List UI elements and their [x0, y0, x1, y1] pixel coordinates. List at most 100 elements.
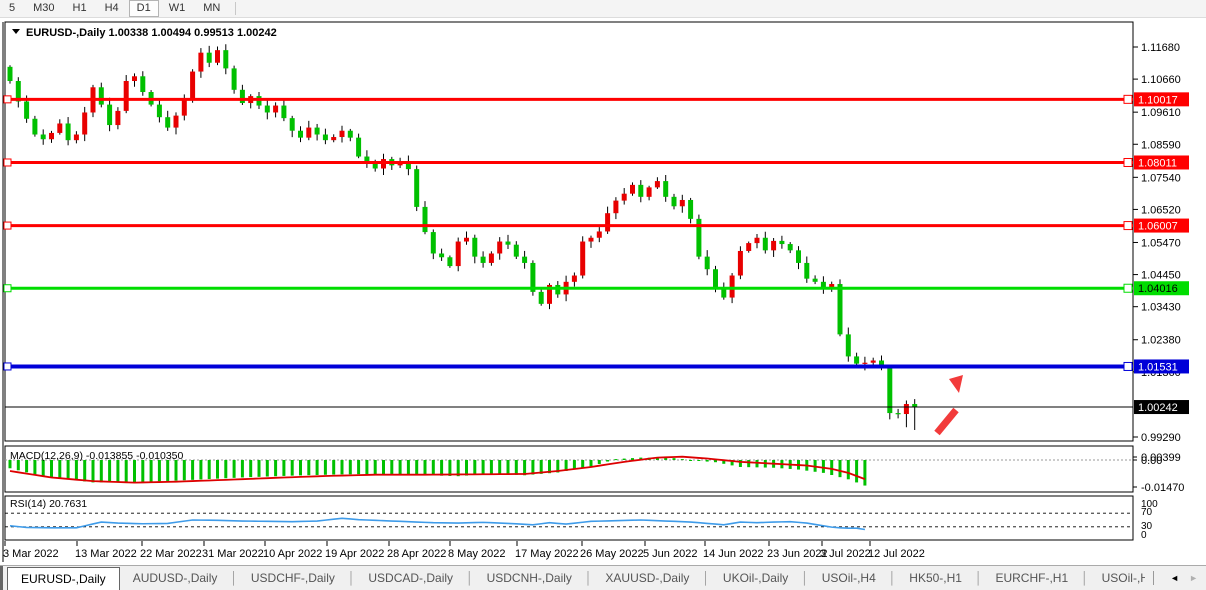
hline-axis-marker — [1123, 361, 1133, 371]
macd-bar — [41, 460, 45, 476]
candle-body — [547, 284, 552, 304]
macd-bar — [398, 460, 402, 475]
price-tick-label: 1.05470 — [1141, 237, 1181, 249]
macd-bar — [714, 460, 717, 463]
rsi-label: RSI(14) 20.7631 — [10, 498, 87, 510]
price-tick-label: 1.10660 — [1141, 74, 1181, 86]
candle-body — [347, 130, 353, 138]
candle-body — [870, 360, 876, 363]
candle-body — [746, 243, 752, 251]
candle-body — [165, 117, 171, 128]
tab-usdcad-daily[interactable]: USDCAD-,Daily — [368, 571, 454, 585]
tab-hk50-h1[interactable]: HK50-,H1 — [909, 571, 962, 585]
candle-body — [488, 253, 494, 263]
candle-body — [779, 240, 785, 245]
tab-ukoil-daily[interactable]: UKOil-,Daily — [722, 571, 789, 585]
tab-separator: │ — [974, 571, 983, 585]
price-tick-label: 1.06520 — [1141, 204, 1181, 216]
tab-audusd-daily[interactable]: AUDUSD-,Daily — [132, 571, 218, 585]
candle-body — [787, 244, 793, 251]
macd-bar — [265, 460, 269, 477]
candle-body — [439, 253, 445, 258]
macd-bar — [116, 460, 120, 483]
tf-button-h4[interactable]: H4 — [104, 2, 119, 14]
horizontal-line-1.04016[interactable]: 1.04016 — [3, 281, 1189, 296]
macd-axis-label: 0.00399 — [1141, 452, 1181, 464]
horizontal-line-1.08011[interactable]: 1.08011 — [3, 155, 1189, 170]
candle-body — [912, 404, 918, 408]
tab-separator: │ — [1081, 571, 1089, 585]
tf-button-5[interactable]: 5 — [9, 2, 16, 14]
candle-body — [190, 71, 196, 100]
hline-left-marker — [3, 158, 12, 167]
horizontal-line-1.10017[interactable]: 1.10017 — [3, 92, 1189, 107]
hline-price-label-bg — [1134, 218, 1189, 233]
tf-button-mn[interactable]: MN — [203, 2, 221, 14]
tf-button-m30[interactable]: M30 — [33, 2, 55, 14]
macd-bar — [415, 460, 419, 475]
macd-bar — [74, 460, 78, 481]
candle-body — [530, 262, 536, 292]
hline-price-label: 1.08011 — [1138, 157, 1177, 169]
date-label: 31 Mar 2022 — [202, 548, 264, 560]
macd-bar — [216, 460, 219, 479]
chart-tab-bar: EURUSD-,Daily AUDUSD-,Daily │ USDCHF-,Daily… — [0, 565, 1206, 590]
candle-body — [73, 134, 79, 141]
candle-body — [430, 232, 436, 254]
hline-price-label-bg — [1134, 281, 1189, 296]
tab-usoil-h4[interactable]: USOil-,H4 — [821, 571, 876, 585]
candle-body — [115, 110, 121, 126]
macd-bar — [390, 460, 394, 474]
macd-bar — [672, 458, 676, 460]
candle-body — [862, 362, 868, 364]
candle-body — [754, 237, 760, 244]
tab-separator: │ — [347, 571, 356, 585]
date-label: 17 May 2022 — [515, 548, 579, 560]
horizontal-line-1.01531[interactable]: 1.01531 — [3, 359, 1189, 374]
macd-bar — [581, 460, 585, 468]
macd-bar — [514, 460, 518, 475]
candle-body — [804, 262, 810, 279]
candle-body — [845, 334, 851, 357]
macd-bar — [133, 460, 136, 483]
tf-button-h1[interactable]: H1 — [72, 2, 87, 14]
tf-button-w1[interactable]: W1 — [168, 2, 186, 14]
macd-bar — [631, 458, 634, 460]
candle-body — [339, 130, 345, 138]
tab-usoil-h4[interactable]: USOil-,H4 — [1101, 571, 1146, 585]
candle-body — [903, 404, 909, 415]
tab-usdchf-daily[interactable]: USDCHF-,Daily — [250, 571, 335, 585]
macd-bar — [473, 460, 477, 475]
candle-body — [696, 218, 702, 257]
candle-body — [32, 118, 38, 135]
symbol-dropdown-icon[interactable] — [12, 29, 20, 34]
candle-body — [480, 256, 486, 263]
tab-scroll-right-icon[interactable]: ► — [1189, 573, 1198, 583]
tab-scroll-left-icon[interactable]: ◄ — [1170, 573, 1180, 583]
tab-eurchf-h1[interactable]: EURCHF-,H1 — [995, 571, 1069, 585]
macd-bar — [506, 460, 510, 475]
candle-body — [829, 284, 835, 289]
candle-body — [372, 162, 378, 169]
tab-separator: │ — [466, 571, 474, 585]
macd-bar — [838, 460, 842, 478]
macd-bar — [755, 460, 759, 468]
candle-body — [472, 237, 478, 257]
macd-bar — [489, 460, 493, 474]
candle-body — [206, 52, 212, 63]
tab-separator: │ — [584, 571, 593, 585]
macd-bar — [25, 460, 29, 473]
macd-bar — [307, 460, 311, 476]
horizontal-line-1.06007[interactable]: 1.06007 — [3, 218, 1189, 233]
tf-button-d1[interactable]: D1 — [128, 0, 159, 17]
candle-body — [588, 237, 594, 242]
tab-arrows-divider — [1153, 571, 1155, 585]
tab-eurusd-daily[interactable]: EURUSD-,Daily — [7, 567, 120, 590]
macd-bar — [722, 460, 726, 464]
macd-bar — [323, 460, 327, 475]
tab-xauusd-daily[interactable]: XAUUSD-,Daily — [605, 571, 690, 585]
tab-separator: │ — [801, 571, 809, 585]
candle-body — [820, 281, 826, 289]
chart-title-text: EURUSD-,Daily 1.00338 1.00494 0.99513 1.… — [26, 27, 277, 39]
tab-usdcnh-daily[interactable]: USDCNH-,Daily — [486, 571, 572, 585]
